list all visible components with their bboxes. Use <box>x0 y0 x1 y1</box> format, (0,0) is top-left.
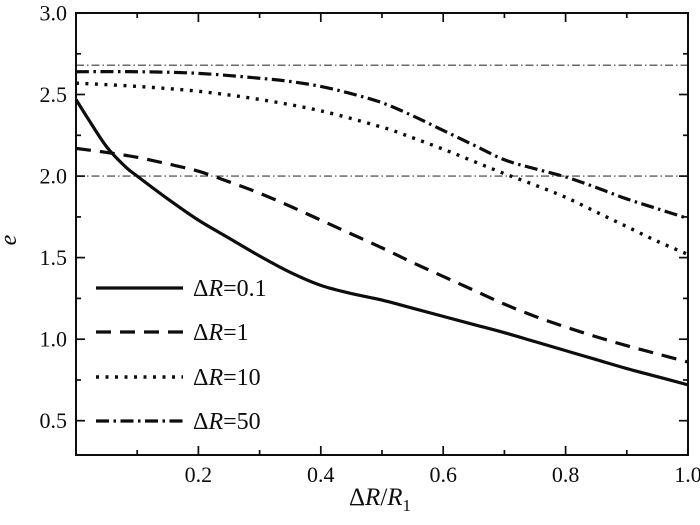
series-curve-1 <box>75 146 689 364</box>
y-tick-label: 2.5 <box>40 82 68 107</box>
x-tick-label: 0.4 <box>307 462 335 487</box>
y-tick-label: 3.0 <box>40 1 68 26</box>
legend-label-3: ΔR=50 <box>193 409 261 435</box>
x-tick-label: 0.8 <box>552 462 580 487</box>
legend: ΔR=0.1 ΔR=1 ΔR=10 ΔR=50 <box>96 276 267 435</box>
x-tick-label: 1.0 <box>674 462 700 487</box>
plot-frame <box>75 12 689 456</box>
x-axis-label: ΔR/R1 <box>349 484 411 515</box>
legend-label-0: ΔR=0.1 <box>193 276 267 302</box>
x-tick-label: 0.6 <box>429 462 457 487</box>
y-tick-label: 0.5 <box>40 408 68 433</box>
y-tick-label: 1.0 <box>40 327 68 352</box>
series-curve-3 <box>75 69 689 221</box>
y-axis-label: e <box>0 234 22 245</box>
legend-label-2: ΔR=10 <box>193 365 261 391</box>
series-curve-0 <box>74 98 689 387</box>
y-tick-label: 2.0 <box>40 164 68 189</box>
x-tick-label: 0.2 <box>185 462 213 487</box>
y-tick-label: 1.5 <box>40 245 68 270</box>
series-curve-2 <box>75 81 689 256</box>
legend-label-1: ΔR=1 <box>193 320 249 346</box>
